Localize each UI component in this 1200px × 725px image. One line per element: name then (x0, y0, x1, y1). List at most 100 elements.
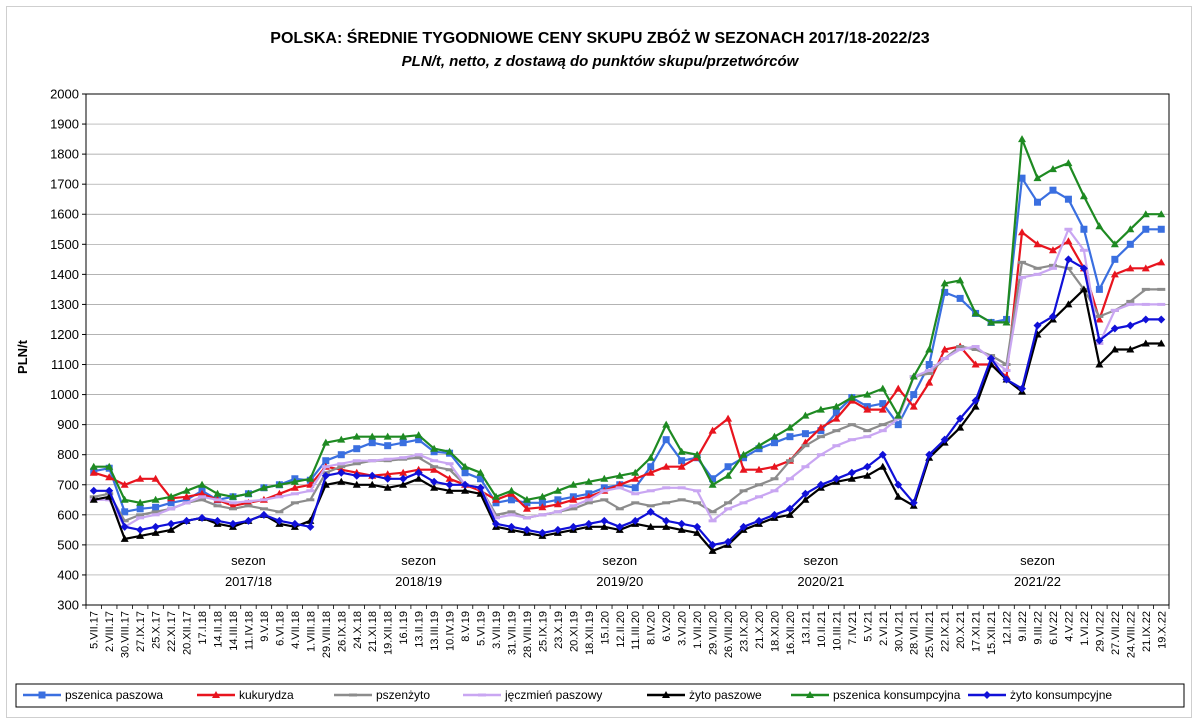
x-tick-label: 6.V.20 (661, 611, 673, 642)
y-tick-label: 1200 (50, 327, 79, 342)
data-point (321, 438, 330, 446)
data-point (584, 501, 593, 505)
data-point (167, 492, 176, 500)
series-line (93, 258, 1162, 546)
data-point (136, 516, 145, 520)
data-point (321, 465, 330, 469)
data-point (971, 360, 980, 368)
data-point (275, 516, 284, 525)
x-tick-label: 22.IX.21 (940, 611, 952, 652)
data-point (1033, 240, 1042, 248)
data-point (647, 463, 655, 471)
data-point (1157, 315, 1166, 324)
data-point (476, 483, 485, 492)
data-point (863, 435, 872, 439)
data-point (136, 525, 145, 534)
data-point (600, 516, 609, 525)
data-point (1141, 287, 1150, 291)
x-tick-label: 27.IX.17 (135, 611, 147, 652)
y-tick-label: 900 (57, 417, 79, 432)
data-point (430, 465, 439, 469)
data-point (1095, 314, 1104, 318)
data-point (430, 477, 439, 486)
data-point (755, 441, 764, 449)
data-point (847, 468, 856, 477)
data-point (306, 489, 315, 493)
data-point (863, 462, 872, 471)
data-point (151, 495, 160, 503)
data-point (1126, 225, 1135, 233)
data-point (740, 454, 748, 462)
data-point (1033, 174, 1042, 182)
y-tick-label: 2000 (50, 87, 79, 102)
x-tick-label: 5.VII.17 (89, 611, 101, 649)
x-tick-label: 21.IX.22 (1141, 611, 1153, 652)
data-point (677, 447, 686, 455)
data-point (228, 501, 237, 505)
data-point (1126, 345, 1135, 353)
data-point (584, 519, 593, 528)
data-point (522, 495, 531, 503)
data-point (987, 354, 996, 363)
x-tick-label: 23.X.19 (553, 611, 565, 649)
data-point (198, 480, 207, 488)
data-point (507, 510, 516, 514)
data-point (755, 465, 764, 473)
x-tick-label: 15.I.20 (599, 611, 611, 645)
data-point (89, 486, 98, 495)
legend-swatch-marker (38, 691, 46, 699)
data-point (971, 402, 980, 410)
data-point (863, 429, 872, 433)
x-tick-label: 23.IX.20 (739, 611, 751, 652)
data-point (770, 489, 779, 493)
x-tick-label: 12.II.20 (615, 611, 627, 648)
data-point (198, 498, 207, 502)
x-tick-label: 15.XII.21 (986, 611, 998, 655)
x-tick-label: 21.XI.18 (367, 611, 379, 652)
data-point (120, 480, 129, 488)
data-point (383, 474, 392, 483)
data-point (383, 459, 392, 463)
data-point (755, 516, 764, 525)
data-point (662, 420, 671, 428)
data-point (1018, 384, 1027, 393)
series-line (93, 231, 1162, 510)
data-point (832, 444, 841, 448)
y-tick-label: 1300 (50, 297, 79, 312)
data-point (1157, 302, 1166, 306)
data-point (847, 474, 856, 482)
data-point (337, 462, 346, 466)
data-point (863, 390, 872, 398)
y-tick-label: 1800 (50, 147, 79, 162)
x-tick-label: 2.VIII.17 (104, 611, 116, 652)
data-point (878, 423, 887, 427)
data-point (430, 459, 439, 463)
data-point (461, 469, 469, 477)
data-point (182, 501, 191, 505)
data-point (987, 318, 996, 326)
data-point (584, 498, 593, 502)
data-point (477, 475, 485, 483)
season-label-title: sezon (602, 553, 637, 568)
x-tick-label: 6.IV.22 (1048, 611, 1060, 645)
x-tick-label: 29.VIII.18 (321, 611, 333, 658)
y-tick-label: 1000 (50, 387, 79, 402)
data-point (1002, 375, 1011, 384)
legend-swatch-marker (983, 691, 991, 699)
data-point (1048, 266, 1057, 270)
data-point (384, 442, 392, 450)
data-point (1002, 318, 1011, 326)
data-point (910, 391, 918, 399)
data-point (600, 474, 609, 482)
x-tick-label: 9.V.18 (259, 611, 271, 642)
data-point (878, 405, 887, 413)
x-tick-label: 17.XI.21 (971, 611, 983, 652)
series-group (89, 135, 1166, 506)
data-point (708, 426, 717, 434)
x-tick-label: 24.X.18 (352, 611, 364, 649)
chart-frame: POLSKA: ŚREDNIE TYGODNIOWE CENY SKUPU ZB… (6, 6, 1192, 718)
legend-swatch-marker (662, 691, 670, 698)
data-point (1033, 321, 1042, 330)
data-point (894, 417, 903, 421)
data-point (290, 492, 299, 496)
